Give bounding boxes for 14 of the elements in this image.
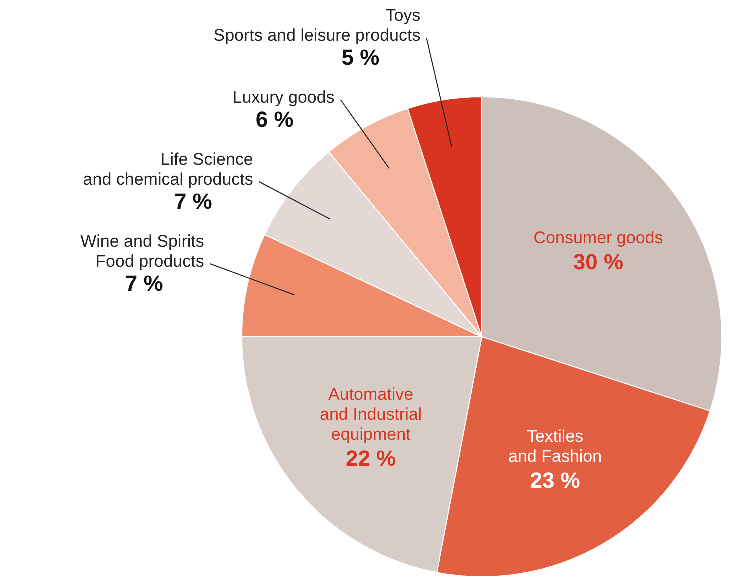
data-label: 6 %: [256, 107, 294, 132]
slice-label: Wine and Spirits Food products: [80, 232, 204, 271]
data-label: 7 %: [174, 189, 212, 214]
slice-label: Consumer goods: [534, 228, 664, 248]
slice-label: Luxury goods: [232, 88, 335, 107]
slice-label: Textiles and Fashion: [508, 426, 602, 466]
data-label: 30 %: [573, 249, 624, 274]
slice-label: Automative and Industrial equipment: [320, 384, 422, 444]
slice-label: Toys Sports and leisure products: [214, 6, 421, 45]
data-label: 23 %: [530, 468, 580, 493]
data-label: 7 %: [125, 271, 164, 296]
data-label: 5 %: [342, 45, 380, 70]
data-label: 22 %: [346, 446, 396, 471]
slice-label: Life Science and chemical products: [83, 150, 254, 189]
